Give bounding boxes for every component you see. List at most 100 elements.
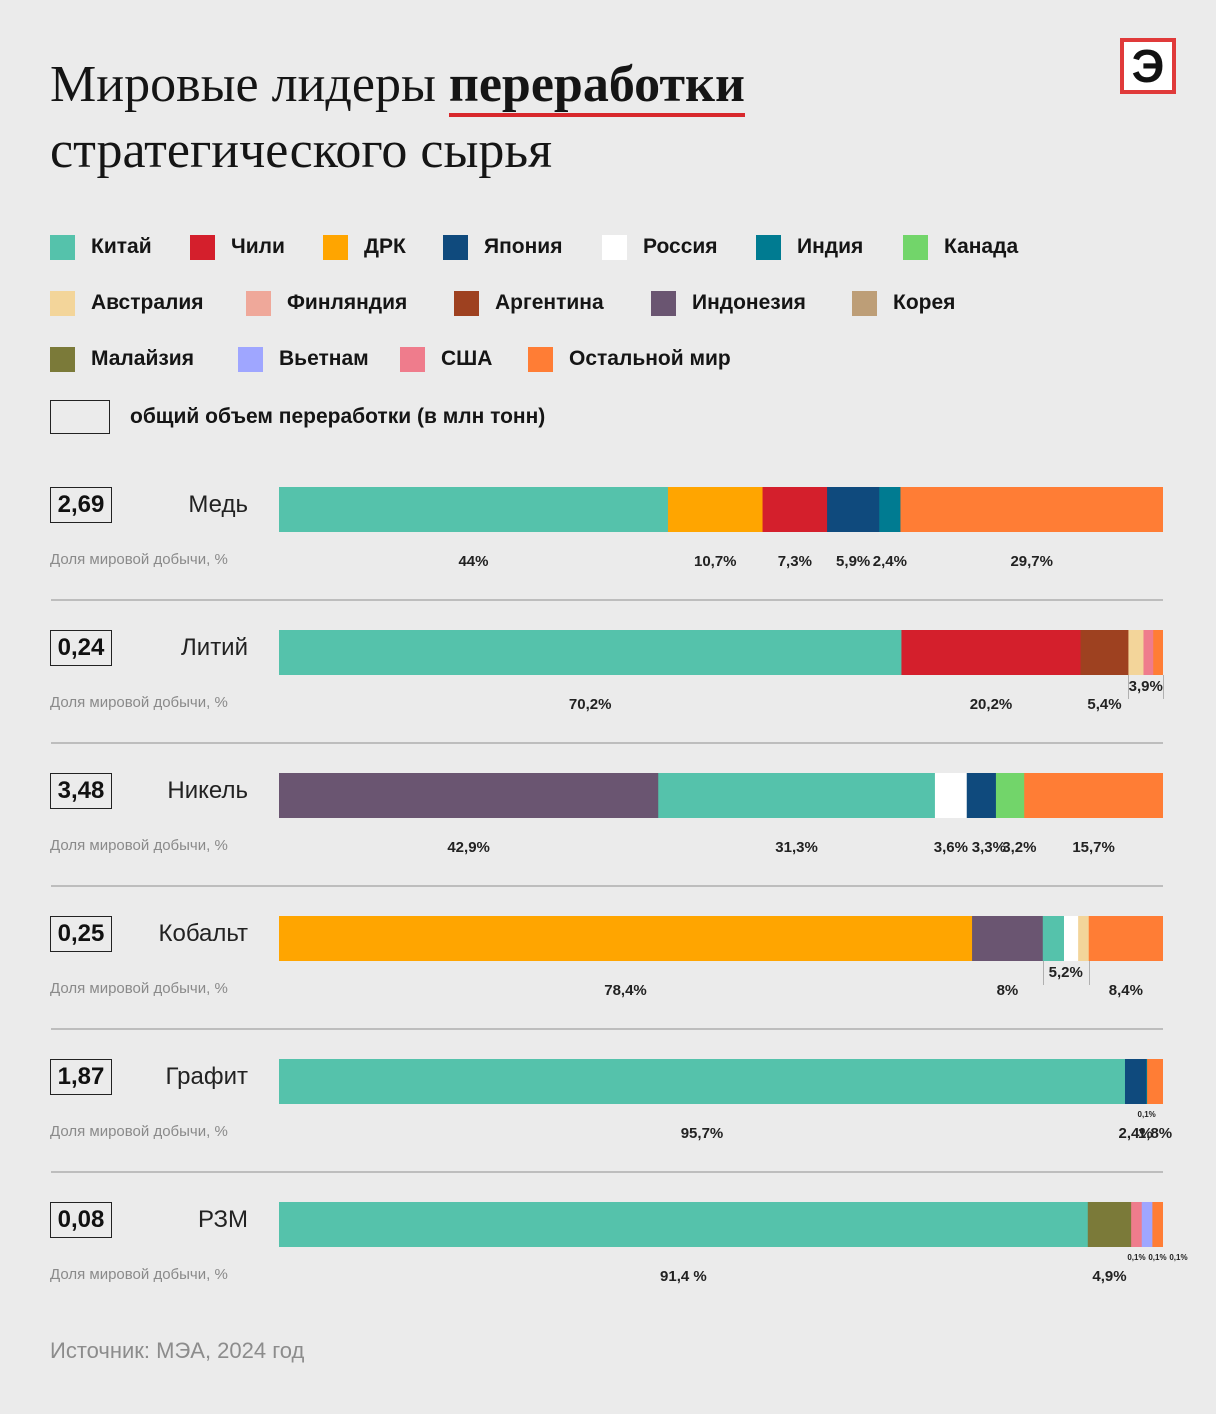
total-volume-badge: 0,08	[50, 1202, 112, 1238]
legend-item-china: Китай	[50, 234, 152, 260]
legend-item-indonesia: Индонезия	[651, 290, 806, 316]
total-volume-badge: 0,25	[50, 916, 112, 952]
data-label: 91,4 %	[660, 1268, 707, 1285]
data-label: 7,3%	[777, 553, 812, 570]
share-label: Доля мировой добычи, %	[50, 551, 228, 568]
stacked-bar	[279, 1059, 1163, 1104]
mineral-name: Никель	[167, 777, 248, 804]
source-note: Источник: МЭА, 2024 год	[50, 1338, 305, 1363]
data-label: 1,8%	[1137, 1125, 1173, 1142]
total-volume-badge: 1,87	[50, 1059, 112, 1095]
stacked-bar	[279, 630, 1163, 675]
group-data-label: 3,9%	[1128, 678, 1163, 695]
chart-row: 0,25 Кобальт Доля мировой добычи, % 78,4% 8%…	[0, 898, 1216, 1041]
bar-segment-china	[279, 1202, 1089, 1247]
legend-swatch	[50, 346, 75, 372]
legend-swatch	[602, 234, 627, 260]
bar-segment-chile	[901, 630, 1082, 675]
title-part2: стратегического сырья	[50, 122, 553, 179]
data-label: 2,4%	[872, 553, 907, 570]
bar-segment-drc	[279, 916, 973, 961]
legend-swatch	[756, 234, 781, 260]
mineral-name: Медь	[188, 491, 248, 518]
bar-segment-japan	[966, 773, 997, 818]
chart-row: 3,48 Никель Доля мировой добычи, % 42,9% 31,…	[0, 755, 1216, 898]
data-label: 3,6%	[933, 839, 968, 856]
bar-segment-russia	[934, 773, 968, 818]
bar-segment-china	[658, 773, 936, 818]
data-label: 20,2%	[969, 696, 1013, 713]
data-label: 0,1%	[1169, 1253, 1188, 1262]
data-label: 29,7%	[1010, 553, 1053, 570]
legend-item-korea: Корея	[852, 290, 955, 316]
bar-segment-india	[1146, 1059, 1148, 1104]
stacked-bar	[279, 1202, 1163, 1247]
bar-segment-japan	[1124, 1059, 1147, 1104]
share-label: Доля мировой добычи, %	[50, 980, 228, 997]
legend-swatch	[651, 290, 676, 316]
total-volume-badge: 0,24	[50, 630, 112, 666]
legend-swatch	[50, 234, 75, 260]
mineral-name: Графит	[165, 1063, 249, 1090]
group-data-label: 5,2%	[1048, 964, 1083, 981]
legend-swatch	[903, 234, 928, 260]
legend-label: Аргентина	[495, 291, 604, 314]
bar-segment-rest	[1152, 1202, 1163, 1247]
bar-segment-indonesia	[972, 916, 1044, 961]
legend-swatch	[400, 346, 425, 372]
bar-segment-argentina	[1080, 630, 1130, 675]
bar-segment-australia	[1078, 916, 1090, 961]
data-label: 3,3%	[971, 839, 1006, 856]
data-label: 44%	[458, 553, 489, 570]
legend-item-argentina: Аргентина	[454, 290, 604, 316]
legend-label: Япония	[484, 235, 563, 258]
leader-line	[1042, 961, 1044, 985]
row-divider	[51, 599, 1163, 601]
legend-item-malaysia: Малайзия	[50, 346, 194, 372]
row-divider	[51, 885, 1163, 887]
bar-segment-china	[279, 487, 669, 532]
total-legend-label: общий объем переработки (в млн тонн)	[130, 405, 546, 428]
total-volume-badge: 3,48	[50, 773, 112, 809]
data-label: 10,7%	[693, 553, 737, 570]
data-label: 15,7%	[1072, 839, 1115, 856]
bar-segment-rest	[900, 487, 1163, 532]
title-part1: Мировые лидеры	[50, 56, 449, 113]
share-label: Доля мировой добычи, %	[50, 694, 228, 711]
data-label: 4,9%	[1092, 1268, 1127, 1285]
total-legend: общий объем переработки (в млн тонн)	[50, 400, 545, 434]
legend-item-india: Индия	[756, 234, 863, 260]
leader-line	[1128, 675, 1130, 699]
legend-swatch	[454, 290, 479, 316]
legend-swatch	[238, 346, 263, 372]
row-divider	[51, 1171, 1163, 1173]
bar-segment-russia	[1063, 916, 1079, 961]
legend-item-canada: Канада	[903, 234, 1018, 260]
data-label: 42,9%	[447, 839, 490, 856]
legend-label: Финляндия	[287, 291, 408, 314]
data-label: 0,1%	[1137, 1110, 1156, 1119]
bar-segment-indonesia	[279, 773, 659, 818]
legend-item-finland: Финляндия	[246, 290, 407, 316]
legend-label: Россия	[643, 235, 718, 258]
bar-segment-rest	[1024, 773, 1163, 818]
stacked-bar	[279, 487, 1163, 532]
legend-label: Китай	[91, 235, 152, 258]
legend-label: ДРК	[364, 235, 406, 258]
bar-segment-vietnam	[1141, 1202, 1153, 1247]
bar-segment-australia	[1128, 630, 1145, 675]
legend-swatch	[443, 234, 468, 260]
legend-item-vietnam: Вьетнам	[238, 346, 369, 372]
chart-row: 0,08 РЗМ Доля мировой добычи, % 91,4 % 4,9% 0…	[0, 1184, 1216, 1327]
bar-segment-chile	[762, 487, 828, 532]
mineral-name: РЗМ	[198, 1206, 248, 1233]
row-divider	[51, 742, 1163, 744]
bar-segment-canada	[995, 773, 1025, 818]
e-square-logo-icon: Э	[1120, 38, 1176, 94]
legend-item-australia: Австралия	[50, 290, 204, 316]
mineral-name: Кобальт	[158, 920, 249, 947]
chart-row: 2,69 Медь Доля мировой добычи, % 44% 10,7% 7,…	[0, 469, 1216, 612]
row-divider	[51, 1028, 1163, 1030]
bar-segment-china	[279, 1059, 1126, 1104]
legend-label: США	[441, 347, 493, 370]
